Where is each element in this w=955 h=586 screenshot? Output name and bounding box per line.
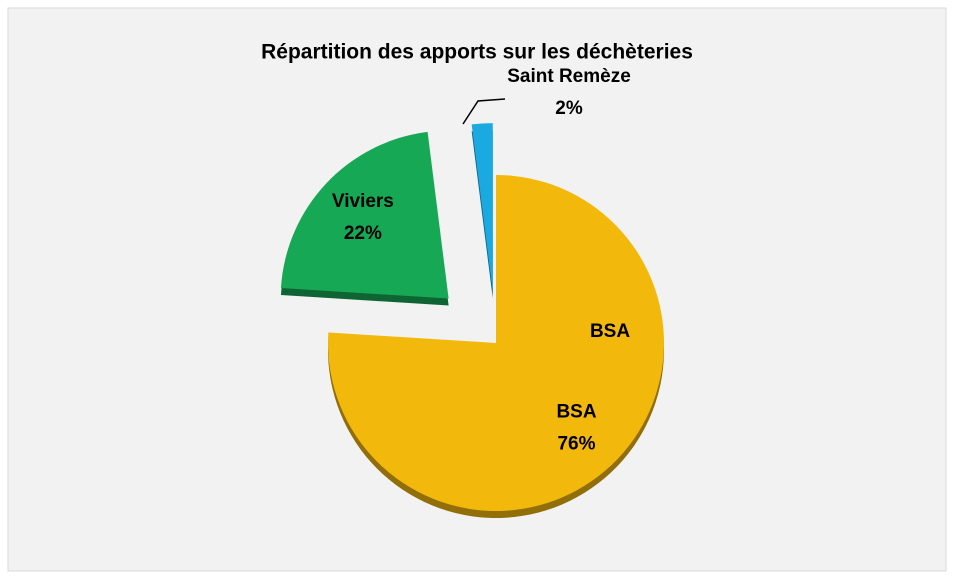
data-label-name: BSA [556,402,596,423]
data-label-value: 22% [344,223,382,244]
slice [328,175,665,511]
slice [471,123,493,292]
data-label-value: 2% [555,98,583,119]
leader-line [462,98,506,125]
data-label-value: 76% [557,434,595,455]
data-label-name: Saint Remèze [507,66,631,87]
slice [280,131,449,299]
chart-title: Répartition des apports sur les déchèter… [261,41,693,64]
annotation: BSA [590,321,630,342]
data-label-name: Viviers [332,191,394,212]
